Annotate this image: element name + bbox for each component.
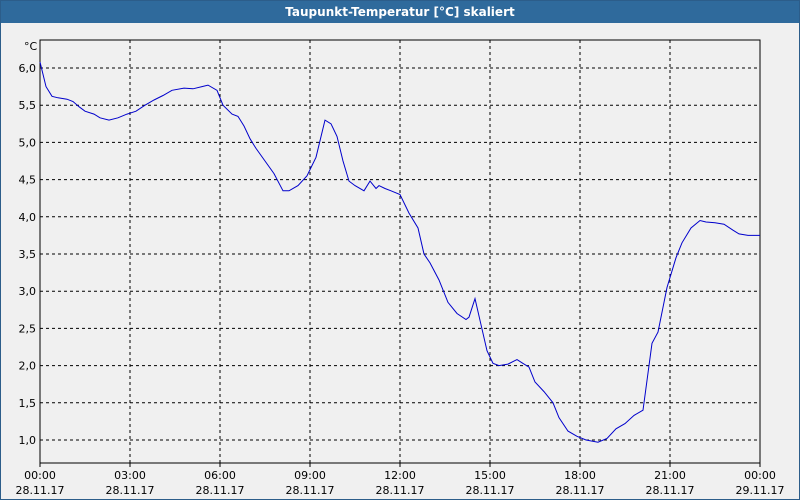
y-tick-label: 2,0	[19, 360, 37, 373]
chart-series	[39, 61, 760, 443]
y-tick-label: 4,0	[19, 211, 37, 224]
x-tick-time-label: 21:00	[654, 469, 686, 482]
y-tick-label: 5,0	[19, 136, 37, 149]
x-tick-date-label: 28.11.17	[106, 484, 155, 497]
x-tick-time-label: 00:00	[24, 469, 56, 482]
x-tick-date-label: 28.11.17	[196, 484, 245, 497]
x-tick-date-label: 28.11.17	[646, 484, 695, 497]
series-line	[39, 61, 760, 443]
x-tick-time-label: 12:00	[384, 469, 416, 482]
y-axis-unit-label: °C	[24, 40, 38, 53]
y-axis-ticks: 1,0 1,5 2,0 2,5 3,0 3,5 4,0 4,5 5,0 5,5 6,0	[19, 62, 37, 447]
x-tick-time-label: 15:00	[474, 469, 506, 482]
x-tick-date-label: 28.11.17	[16, 484, 65, 497]
x-tick-date-label: 28.11.17	[286, 484, 335, 497]
x-tick-time-label: 18:00	[564, 469, 596, 482]
x-tick-date-label: 28.11.17	[556, 484, 605, 497]
x-tick-time-label: 06:00	[204, 469, 236, 482]
y-tick-label: 4,5	[19, 174, 37, 187]
x-axis-ticks: 00:00 28.11.17 03:00 28.11.17 06:00 28.11.17 0…	[16, 463, 785, 497]
y-tick-label: 3,0	[19, 285, 37, 298]
x-tick-date-label: 29.11.17	[736, 484, 785, 497]
x-tick-date-label: 28.11.17	[376, 484, 425, 497]
y-tick-label: 1,0	[19, 434, 37, 447]
x-tick-time-label: 03:00	[114, 469, 146, 482]
y-tick-label: 2,5	[19, 322, 37, 335]
y-tick-label: 6,0	[19, 62, 37, 75]
chart-title: Taupunkt-Temperatur [°C] skaliert	[1, 1, 799, 23]
x-tick-time-label: 09:00	[294, 469, 326, 482]
x-tick-time-label: 00:00	[744, 469, 776, 482]
chart-grid	[40, 40, 760, 463]
y-tick-label: 5,5	[19, 99, 37, 112]
y-tick-label: 1,5	[19, 397, 37, 410]
x-tick-date-label: 28.11.17	[466, 484, 515, 497]
y-tick-label: 3,5	[19, 248, 37, 261]
